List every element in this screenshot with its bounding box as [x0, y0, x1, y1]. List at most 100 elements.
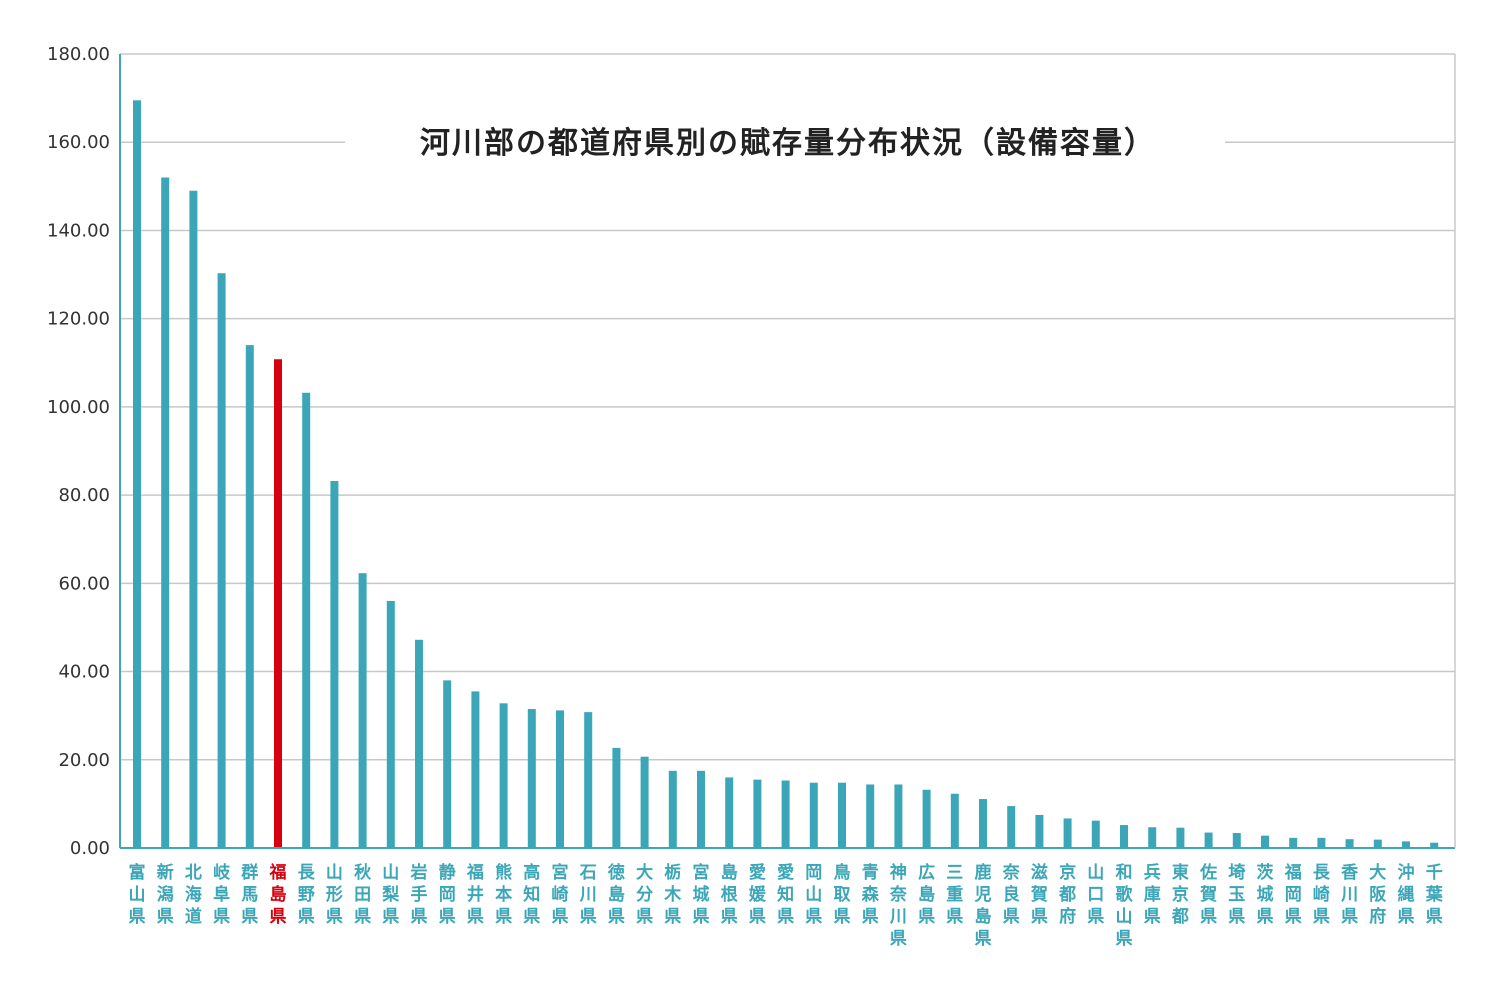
bar: [245, 345, 254, 848]
axes: [119, 54, 1456, 849]
chart-title: 河川部の都道府県別の賦存量分布状況（設備容量）: [420, 126, 1156, 161]
bar: [866, 784, 875, 848]
x-tick-label: 兵庫県: [1144, 862, 1161, 927]
bar: [1035, 814, 1044, 848]
bar: [668, 770, 677, 848]
x-tick-label: 広島県: [918, 862, 935, 927]
x-tick-label: 福岡県: [1284, 862, 1302, 927]
x-tick-label: 愛知県: [776, 862, 794, 927]
bar: [950, 793, 959, 848]
x-tick-label: 熊本県: [495, 862, 512, 927]
gridlines: [120, 53, 1455, 761]
x-tick-label: 群馬県: [241, 862, 258, 927]
bar: [838, 782, 846, 848]
y-tick-label: 0.00: [70, 838, 110, 859]
x-tick-label: 山形県: [326, 863, 343, 927]
x-tick-label: 山梨県: [381, 863, 400, 927]
x-tick-label: 鹿児島県: [974, 862, 992, 949]
x-tick-label: 奈良県: [1002, 862, 1021, 927]
bar: [499, 703, 508, 848]
bar: [1148, 827, 1157, 848]
bar: [979, 799, 987, 848]
x-tick-label: 岡山県: [805, 863, 822, 927]
x-axis-ticks: 富山県新潟県北海道岐阜県群馬県福島県長野県山形県秋田県山梨県岩手県静岡県福井県熊…: [129, 862, 1444, 949]
x-tick-label: 滋賀県: [1030, 862, 1048, 927]
y-tick-label: 80.00: [58, 485, 110, 506]
x-tick-label: 島根県: [721, 862, 738, 927]
bar: [1373, 839, 1382, 848]
y-tick-label: 20.00: [58, 750, 110, 771]
x-tick-label: 佐賀県: [1199, 862, 1217, 927]
x-tick-label: 千葉県: [1425, 863, 1444, 927]
x-tick-label: 愛媛県: [748, 862, 767, 927]
bar: [415, 639, 423, 848]
bar: [1289, 837, 1298, 848]
y-axis-ticks: 0.00 20.00 40.00 60.00 80.00 100.00 120.00 140.…: [47, 44, 110, 859]
bar: [922, 789, 931, 848]
bar: [1091, 820, 1100, 848]
bar: [133, 100, 141, 849]
x-tick-label: 石川県: [579, 863, 597, 927]
bar: [725, 777, 734, 848]
y-tick-label: 100.00: [47, 397, 110, 418]
bar: [612, 747, 621, 848]
bar: [386, 600, 395, 848]
x-tick-label: 茨城県: [1257, 862, 1274, 927]
bar: [1232, 833, 1241, 848]
x-tick-label: 岐阜県: [213, 862, 231, 927]
bar: [471, 691, 480, 848]
y-tick-label: 160.00: [47, 132, 110, 153]
bar: [189, 190, 198, 848]
bar: [556, 710, 564, 848]
x-tick-label: 福島県: [269, 862, 287, 927]
y-tick-label: 140.00: [47, 220, 110, 241]
bar: [781, 780, 790, 848]
x-tick-label: 長崎県: [1313, 863, 1331, 927]
bar: [358, 573, 367, 848]
bar: [217, 273, 226, 849]
x-tick-label: 長野県: [298, 863, 316, 927]
x-tick-label: 徳島県: [607, 862, 625, 927]
x-tick-label: 京都府: [1058, 862, 1076, 927]
bar: [584, 712, 593, 848]
bar: [1063, 818, 1072, 848]
bar: [1120, 825, 1128, 848]
bar: [640, 756, 649, 848]
x-tick-label: 鳥取県: [834, 862, 851, 927]
y-tick-label: 120.00: [47, 309, 110, 330]
bar: [894, 784, 903, 848]
x-tick-label: 高知県: [522, 862, 540, 927]
x-tick-label: 東京都: [1171, 862, 1189, 927]
bar: [1261, 835, 1269, 848]
bar: [697, 770, 705, 848]
x-tick-label: 宮崎県: [552, 862, 569, 927]
bar: [1204, 832, 1213, 848]
x-tick-label: 山口県: [1087, 863, 1104, 927]
x-tick-label: 青森県: [862, 862, 880, 927]
bar: [1176, 827, 1185, 848]
bar: [330, 480, 339, 848]
x-tick-label: 北海道: [185, 863, 202, 927]
bar: [443, 680, 452, 848]
bar: [274, 359, 282, 848]
x-tick-label: 香川県: [1340, 863, 1358, 927]
x-tick-label: 大分県: [636, 862, 653, 927]
bar: [527, 709, 536, 848]
bar: [1345, 839, 1354, 848]
x-tick-label: 福井県: [466, 862, 484, 927]
bar: [753, 779, 762, 848]
bar: [161, 177, 170, 848]
x-tick-label: 岩手県: [410, 862, 428, 927]
x-tick-label: 栃木県: [663, 862, 682, 927]
x-tick-label: 宮城県: [693, 862, 710, 927]
bar: [1007, 806, 1016, 848]
x-tick-label: 大阪府: [1369, 862, 1386, 927]
bars: [133, 100, 1439, 849]
bar: [1317, 837, 1326, 848]
bar: [1402, 841, 1410, 848]
y-tick-label: 60.00: [58, 573, 110, 594]
x-tick-label: 静岡県: [439, 862, 456, 927]
x-tick-label: 三重県: [946, 863, 963, 927]
x-tick-label: 埼玉県: [1228, 862, 1245, 927]
